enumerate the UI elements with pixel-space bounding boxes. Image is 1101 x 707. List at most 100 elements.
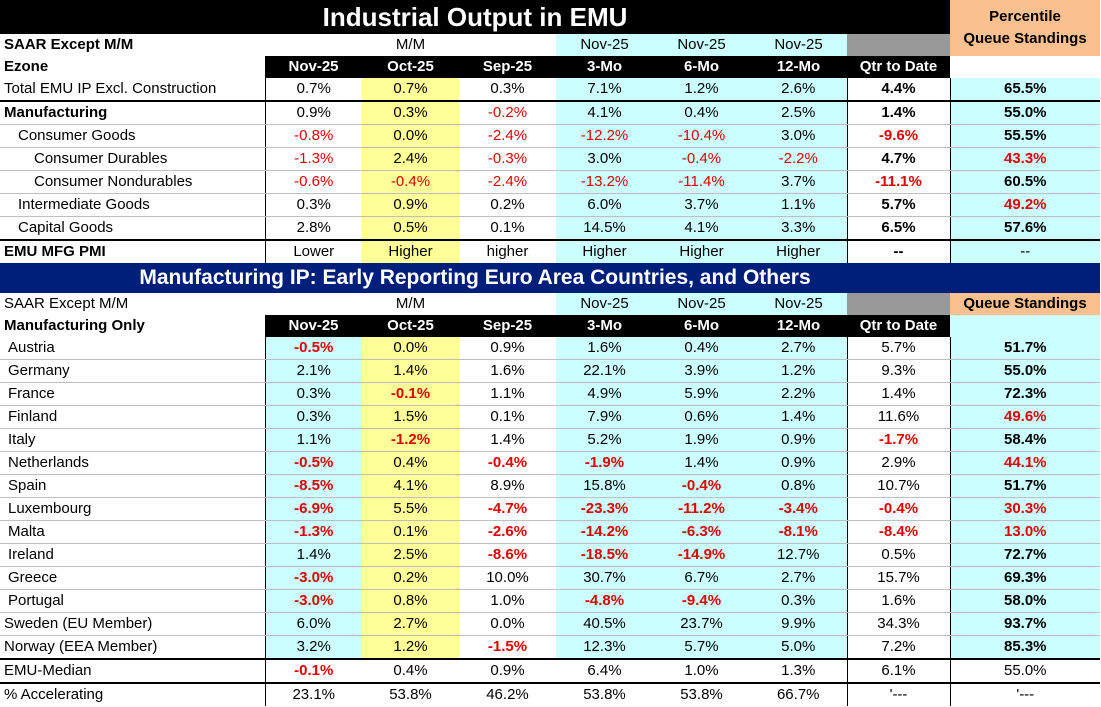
value-cell: 1.4% bbox=[459, 428, 556, 452]
percentile-cell: 13.0% bbox=[949, 520, 1101, 544]
value-cell: -3.0% bbox=[264, 589, 362, 613]
value-cell: -- bbox=[846, 239, 951, 263]
column-header: Oct-25 bbox=[362, 56, 459, 78]
value-cell: 30.7% bbox=[556, 566, 653, 590]
value-cell: 4.1% bbox=[362, 474, 459, 498]
table-row: Intermediate Goods 0.3% 0.9% 0.2% 6.0% 3.7% 1.… bbox=[0, 193, 1101, 217]
country-row: France 0.3% -0.1% 1.1% 4.9% 5.9% 2.2% 1.4% 72.3% bbox=[0, 382, 1101, 406]
value-cell: 0.3% bbox=[264, 405, 362, 429]
country-label: Greece bbox=[0, 566, 265, 590]
value-cell: -8.5% bbox=[264, 474, 362, 498]
column-header: Sep-25 bbox=[459, 315, 556, 337]
table-row: Capital Goods 2.8% 0.5% 0.1% 14.5% 4.1% 3.3% 6.… bbox=[0, 216, 1101, 241]
country-label: Finland bbox=[0, 405, 265, 429]
value-cell: 55.0% bbox=[949, 658, 1101, 683]
country-label: Malta bbox=[0, 520, 265, 544]
column-header: 3-Mo bbox=[556, 56, 653, 78]
header-6mo-date: Nov-25 bbox=[653, 293, 750, 315]
value-cell: 0.5% bbox=[362, 216, 459, 241]
value-cell: 22.1% bbox=[556, 359, 653, 383]
value-cell: -11.2% bbox=[653, 497, 750, 521]
value-cell: 0.1% bbox=[362, 520, 459, 544]
value-cell: 3.3% bbox=[750, 216, 847, 241]
value-cell: 0.9% bbox=[362, 193, 459, 217]
percentile-cell: 72.3% bbox=[949, 382, 1101, 406]
percentile-cell: 60.5% bbox=[949, 170, 1101, 194]
percentile-cell: 57.6% bbox=[949, 216, 1101, 241]
value-cell: 1.6% bbox=[846, 589, 951, 613]
percentile-cell: 69.3% bbox=[949, 566, 1101, 590]
country-row: Austria -0.5% 0.0% 0.9% 1.6% 0.4% 2.7% 5.7% 51.7… bbox=[0, 337, 1101, 360]
value-cell: 2.5% bbox=[750, 100, 847, 125]
country-label: Portugal bbox=[0, 589, 265, 613]
column-header: Qtr to Date bbox=[847, 315, 951, 337]
row-label: Total EMU IP Excl. Construction bbox=[0, 78, 265, 102]
value-cell: 10.7% bbox=[846, 474, 951, 498]
percentile-cell: 51.7% bbox=[949, 474, 1101, 498]
value-cell: 5.0% bbox=[750, 635, 847, 660]
value-cell: 1.4% bbox=[362, 359, 459, 383]
value-cell: 2.5% bbox=[362, 543, 459, 567]
value-cell: -2.6% bbox=[459, 520, 556, 544]
value-cell: 7.1% bbox=[556, 78, 653, 102]
value-cell: 1.1% bbox=[750, 193, 847, 217]
country-row: Ireland 1.4% 2.5% -8.6% -18.5% -14.9% 12.7% 0.5… bbox=[0, 543, 1101, 567]
row-label: EMU-Median bbox=[0, 658, 265, 683]
table-row: Consumer Durables -1.3% 2.4% -0.3% 3.0% -0.4%… bbox=[0, 147, 1101, 171]
queue-standings-label: Queue Standings bbox=[950, 293, 1101, 315]
header-12mo-date: Nov-25 bbox=[750, 34, 847, 56]
country-row: Netherlands -0.5% 0.4% -0.4% -1.9% 1.4% 0.9% 2.… bbox=[0, 451, 1101, 475]
value-cell: -- bbox=[949, 239, 1101, 263]
gray-cell bbox=[847, 34, 951, 56]
value-cell: 0.0% bbox=[362, 337, 459, 360]
country-row: Luxembourg -6.9% 5.5% -4.7% -23.3% -11.2% -3.4… bbox=[0, 497, 1101, 521]
percentile-cell: 49.2% bbox=[949, 193, 1101, 217]
value-cell: 4.1% bbox=[653, 216, 750, 241]
value-cell: -10.4% bbox=[653, 124, 750, 148]
value-cell: 66.7% bbox=[750, 682, 847, 706]
value-cell: -1.9% bbox=[556, 451, 653, 475]
value-cell: -2.4% bbox=[459, 170, 556, 194]
value-cell: 9.3% bbox=[846, 359, 951, 383]
value-cell: 0.1% bbox=[459, 405, 556, 429]
value-cell: -1.3% bbox=[264, 147, 362, 171]
value-cell: -0.4% bbox=[362, 170, 459, 194]
value-cell: -0.5% bbox=[264, 337, 362, 360]
value-cell: 6.7% bbox=[653, 566, 750, 590]
value-cell: -1.5% bbox=[459, 635, 556, 660]
value-cell: -0.4% bbox=[653, 474, 750, 498]
value-cell: 5.7% bbox=[846, 193, 951, 217]
value-cell: 2.2% bbox=[750, 382, 847, 406]
blank-cell bbox=[950, 56, 1100, 78]
value-cell: -8.4% bbox=[846, 520, 951, 544]
row-label: % Accelerating bbox=[0, 682, 265, 706]
value-cell: Higher bbox=[750, 239, 847, 263]
value-cell: 0.7% bbox=[264, 78, 362, 102]
value-cell: 6.5% bbox=[846, 216, 951, 241]
banner-spacer bbox=[950, 263, 1101, 293]
value-cell: 0.9% bbox=[459, 337, 556, 360]
country-label: Italy bbox=[0, 428, 265, 452]
value-cell: 0.4% bbox=[653, 337, 750, 360]
value-cell: -8.6% bbox=[459, 543, 556, 567]
value-cell: -11.1% bbox=[846, 170, 951, 194]
saar-label: SAAR Except M/M bbox=[4, 295, 129, 312]
value-cell: 12.3% bbox=[556, 635, 653, 660]
row-label: Capital Goods bbox=[0, 216, 265, 241]
column-header: Nov-25 bbox=[265, 56, 362, 78]
value-cell: 4.4% bbox=[846, 78, 951, 102]
value-cell: -6.9% bbox=[264, 497, 362, 521]
value-cell: '--- bbox=[949, 682, 1101, 706]
value-cell: 1.5% bbox=[362, 405, 459, 429]
value-cell: -23.3% bbox=[556, 497, 653, 521]
value-cell: 3.2% bbox=[264, 635, 362, 660]
value-cell: 1.6% bbox=[459, 359, 556, 383]
value-cell: 0.3% bbox=[362, 100, 459, 125]
value-cell: -3.4% bbox=[750, 497, 847, 521]
value-cell: 2.6% bbox=[750, 78, 847, 102]
value-cell: -0.2% bbox=[459, 100, 556, 125]
value-cell: 6.0% bbox=[264, 612, 362, 636]
column-header: 12-Mo bbox=[750, 56, 847, 78]
row-label: Consumer Goods bbox=[0, 124, 265, 148]
